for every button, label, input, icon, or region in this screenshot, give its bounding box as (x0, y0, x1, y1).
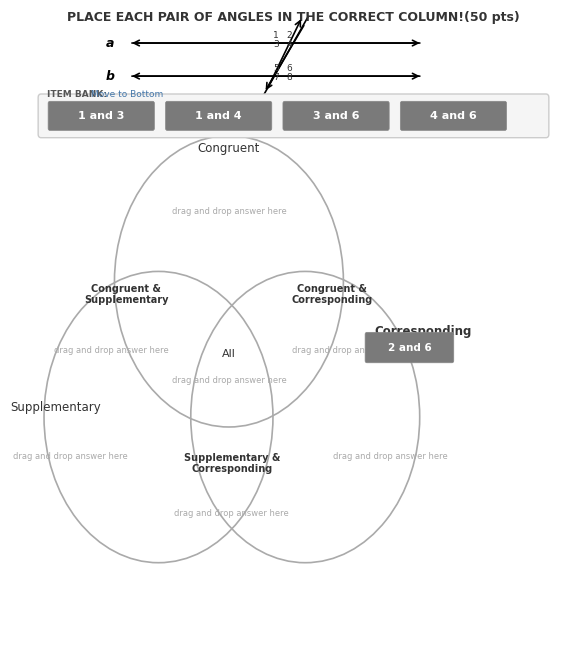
FancyBboxPatch shape (166, 101, 272, 130)
Text: ITEM BANK:: ITEM BANK: (47, 89, 107, 99)
Text: Move to Bottom: Move to Bottom (91, 89, 163, 99)
Text: 6: 6 (286, 64, 292, 73)
FancyBboxPatch shape (400, 101, 507, 130)
Text: 2: 2 (286, 30, 292, 40)
Text: drag and drop answer here: drag and drop answer here (54, 346, 169, 355)
Text: PLACE EACH PAIR OF ANGLES IN THE CORRECT COLUMN!(50 pts): PLACE EACH PAIR OF ANGLES IN THE CORRECT… (67, 11, 520, 24)
Text: Corresponding: Corresponding (374, 324, 471, 338)
FancyBboxPatch shape (48, 101, 154, 130)
Text: All: All (222, 349, 236, 359)
Text: drag and drop answer here: drag and drop answer here (13, 452, 128, 461)
Text: drag and drop answer here: drag and drop answer here (171, 207, 286, 216)
Text: 5: 5 (273, 64, 279, 73)
Text: a: a (106, 36, 114, 50)
Text: 2 and 6: 2 and 6 (387, 342, 431, 353)
Text: 7: 7 (273, 73, 279, 82)
Text: 1 and 3: 1 and 3 (78, 111, 124, 121)
FancyBboxPatch shape (38, 94, 549, 138)
Text: Supplementary &
Corresponding: Supplementary & Corresponding (184, 453, 280, 474)
Text: Congruent &
Supplementary: Congruent & Supplementary (84, 284, 168, 305)
FancyBboxPatch shape (283, 101, 389, 130)
Text: 8: 8 (286, 73, 292, 82)
Text: 4 and 6: 4 and 6 (430, 111, 477, 121)
Text: 4: 4 (286, 40, 292, 49)
Text: b: b (106, 70, 114, 83)
Text: Congruent &
Corresponding: Congruent & Corresponding (291, 284, 372, 305)
Text: drag and drop answer here: drag and drop answer here (292, 346, 407, 355)
FancyBboxPatch shape (365, 332, 454, 363)
Text: 1: 1 (273, 30, 279, 40)
Text: drag and drop answer here: drag and drop answer here (171, 376, 286, 385)
Text: 1 and 4: 1 and 4 (195, 111, 242, 121)
Text: 3: 3 (273, 40, 279, 49)
Text: drag and drop answer here: drag and drop answer here (333, 452, 448, 461)
Text: Congruent: Congruent (198, 142, 260, 156)
Text: 3 and 6: 3 and 6 (313, 111, 359, 121)
Text: Supplementary: Supplementary (11, 401, 101, 414)
Text: drag and drop answer here: drag and drop answer here (174, 508, 289, 518)
